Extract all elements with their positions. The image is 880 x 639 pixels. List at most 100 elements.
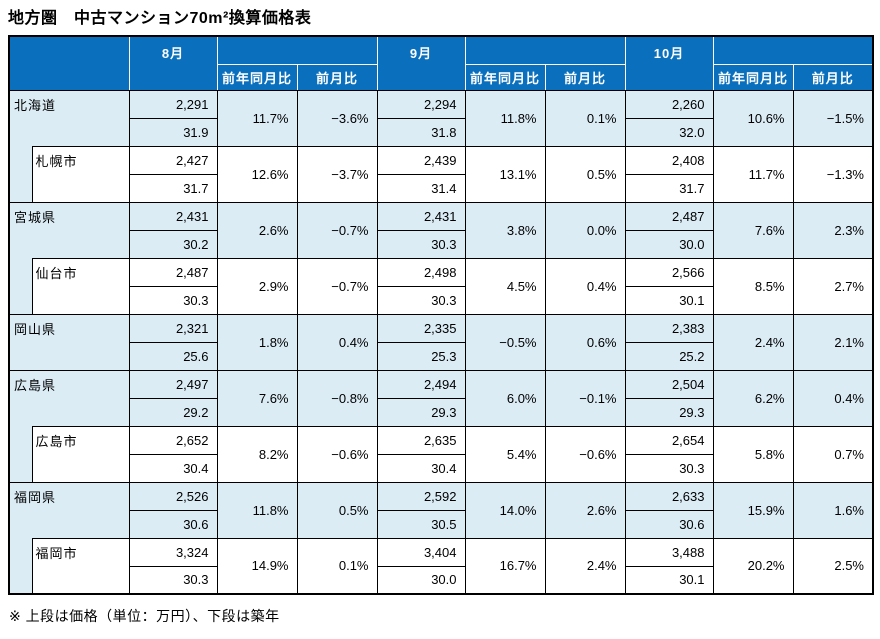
- mom-cell: −0.6%: [296, 425, 378, 483]
- price-cell: 2,383: [624, 313, 714, 343]
- price-cell: 2,408: [624, 145, 714, 175]
- age-cell: 25.2: [624, 341, 714, 371]
- age-cell: 30.0: [376, 565, 466, 595]
- table-row: 広島県 2,497 7.6% −0.8% 2,494 6.0% −0.1% 2,…: [8, 369, 874, 427]
- mom-cell: 0.5%: [296, 481, 378, 539]
- header-month-october: 10月: [624, 35, 714, 91]
- table-row: 広島市 2,652 8.2% −0.6% 2,635 5.4% −0.6% 2,…: [8, 425, 874, 483]
- table-row: 札幌市 2,427 12.6% −3.7% 2,439 13.1% 0.5% 2…: [8, 145, 874, 203]
- yoy-cell: 5.4%: [464, 425, 546, 483]
- region-label: 宮城県: [8, 201, 130, 258]
- mom-cell: 2.7%: [792, 257, 874, 315]
- table-row: 31.7 31.4 31.7: [9, 173, 873, 203]
- city-label: 広島市: [31, 425, 130, 482]
- table-row: 岡山県 2,321 1.8% 0.4% 2,335 −0.5% 0.6% 2,3…: [8, 313, 874, 371]
- age-cell: 30.0: [624, 229, 714, 259]
- age-cell: 25.3: [376, 341, 466, 371]
- table-row: 31.9 31.8 32.0: [9, 117, 873, 147]
- indent-strip: [8, 426, 33, 482]
- price-cell: 2,494: [376, 369, 466, 399]
- age-cell: 30.4: [128, 453, 218, 483]
- table-row: 30.2 30.3 30.0: [9, 229, 873, 259]
- age-cell: 30.4: [376, 453, 466, 483]
- region-label: 北海道: [8, 89, 130, 146]
- header-mom-october: 前月比: [792, 63, 874, 91]
- age-cell: 30.3: [376, 229, 466, 259]
- age-cell: 30.1: [624, 565, 714, 595]
- page-title: 地方圏 中古マンション70m²換算価格表: [8, 10, 312, 27]
- page: 地方圏 中古マンション70m²換算価格表 8月 9月 10月 前年同月比 前月比…: [8, 10, 874, 624]
- header-month-september: 9月: [376, 35, 466, 91]
- region-label: 岡山県: [8, 313, 130, 370]
- region-label: 広島県: [8, 369, 130, 426]
- city-label: 札幌市: [31, 145, 130, 202]
- table-row: 30.4 30.4 30.3: [9, 453, 873, 483]
- mom-cell: 2.4%: [544, 537, 626, 595]
- yoy-cell: 14.0%: [464, 481, 546, 539]
- header-row-sub: 前年同月比 前月比 前年同月比 前月比 前年同月比 前月比: [9, 63, 874, 91]
- mom-cell: 0.4%: [296, 313, 378, 371]
- indent-strip: [8, 538, 33, 594]
- footnote: ※ 上段は価格（単位：万円）、下段は築年: [9, 608, 280, 624]
- header-row-months: 8月 9月 10月: [8, 35, 874, 91]
- yoy-cell: 11.8%: [216, 481, 298, 539]
- mom-cell: 0.1%: [544, 89, 626, 147]
- mom-cell: 2.6%: [544, 481, 626, 539]
- price-cell: 2,439: [376, 145, 466, 175]
- age-cell: 30.6: [624, 509, 714, 539]
- price-cell: 2,498: [376, 257, 466, 287]
- header-spacer-september: [464, 35, 626, 65]
- mom-cell: 2.1%: [792, 313, 874, 371]
- yoy-cell: 11.8%: [464, 89, 546, 147]
- price-cell: 2,260: [624, 89, 714, 119]
- indent-strip: [8, 146, 33, 202]
- table-row: 宮城県 2,431 2.6% −0.7% 2,431 3.8% 0.0% 2,4…: [8, 201, 874, 259]
- mom-cell: 0.6%: [544, 313, 626, 371]
- price-cell: 2,635: [376, 425, 466, 455]
- table-row: 25.6 25.3 25.2: [9, 341, 873, 371]
- price-cell: 3,404: [376, 537, 466, 567]
- price-cell: 2,654: [624, 425, 714, 455]
- age-cell: 29.3: [376, 397, 466, 427]
- header-yoy-september: 前年同月比: [464, 63, 546, 91]
- mom-cell: 1.6%: [792, 481, 874, 539]
- mom-cell: −1.3%: [792, 145, 874, 203]
- age-cell: 30.5: [376, 509, 466, 539]
- age-cell: 31.8: [376, 117, 466, 147]
- yoy-cell: 3.8%: [464, 201, 546, 259]
- yoy-cell: 13.1%: [464, 145, 546, 203]
- mom-cell: 0.5%: [544, 145, 626, 203]
- price-cell: 3,488: [624, 537, 714, 567]
- mom-cell: −0.1%: [544, 369, 626, 427]
- age-cell: 31.7: [624, 173, 714, 203]
- price-cell: 2,335: [376, 313, 466, 343]
- price-cell: 2,294: [376, 89, 466, 119]
- table-row: 福岡市 3,324 14.9% 0.1% 3,404 16.7% 2.4% 3,…: [8, 537, 874, 595]
- yoy-cell: 11.7%: [712, 145, 794, 203]
- age-cell: 31.7: [128, 173, 218, 203]
- price-cell: 2,431: [128, 201, 218, 231]
- age-cell: 30.1: [624, 285, 714, 315]
- yoy-cell: 2.4%: [712, 313, 794, 371]
- region-label: 福岡県: [8, 481, 130, 538]
- age-cell: 30.2: [128, 229, 218, 259]
- city-label: 福岡市: [31, 537, 130, 594]
- yoy-cell: 12.6%: [216, 145, 298, 203]
- table-row: 北海道 2,291 11.7% −3.6% 2,294 11.8% 0.1% 2…: [8, 89, 874, 147]
- price-cell: 2,431: [376, 201, 466, 231]
- yoy-cell: 16.7%: [464, 537, 546, 595]
- yoy-cell: −0.5%: [464, 313, 546, 371]
- price-cell: 2,291: [128, 89, 218, 119]
- header-corner: [8, 35, 130, 91]
- yoy-cell: 6.2%: [712, 369, 794, 427]
- age-cell: 30.3: [128, 285, 218, 315]
- mom-cell: 2.3%: [792, 201, 874, 259]
- yoy-cell: 20.2%: [712, 537, 794, 595]
- city-label: 仙台市: [31, 257, 130, 314]
- price-cell: 2,487: [128, 257, 218, 287]
- mom-cell: −3.7%: [296, 145, 378, 203]
- header-yoy-august: 前年同月比: [216, 63, 298, 91]
- header-spacer-august: [216, 35, 378, 65]
- age-cell: 29.3: [624, 397, 714, 427]
- mom-cell: 0.4%: [792, 369, 874, 427]
